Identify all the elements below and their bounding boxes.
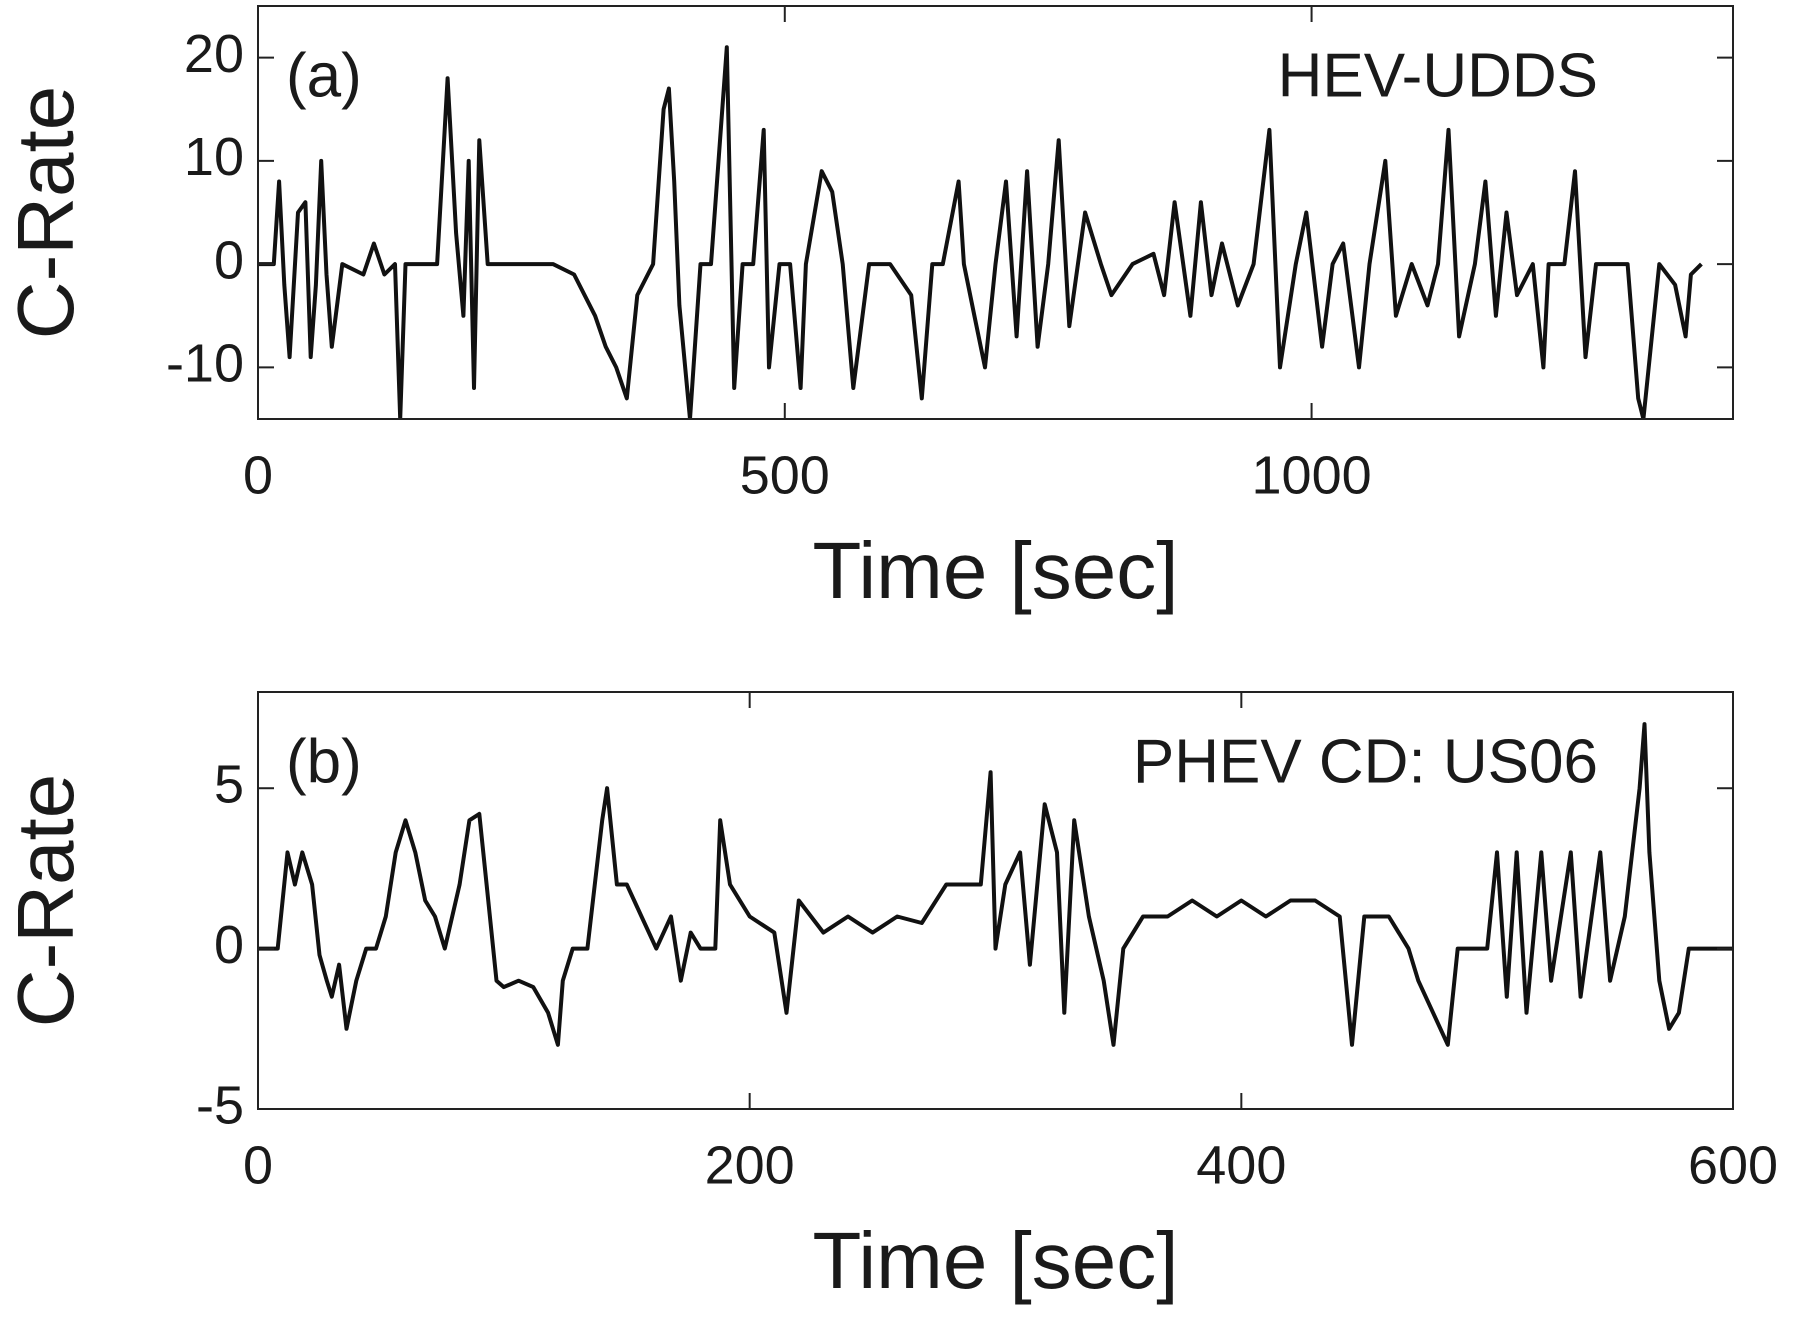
x-tick-label: 1000 (1252, 445, 1372, 505)
y-tick-label: 0 (214, 230, 244, 290)
x-tick-label: 0 (243, 1135, 273, 1195)
data-line (258, 722, 1733, 1047)
y-axis-label: C-Rate (1, 86, 90, 339)
x-tick-label: 500 (740, 445, 830, 505)
y-tick-label: -5 (196, 1075, 244, 1135)
panel-annotation: (b) (286, 727, 362, 796)
x-tick-label: 0 (243, 445, 273, 505)
y-tick-label: -10 (166, 334, 244, 394)
y-axis-label: C-Rate (1, 774, 90, 1027)
x-axis-label: Time [sec] (813, 1216, 1179, 1305)
panel-annotation: (a) (286, 41, 362, 110)
x-tick-label: 600 (1688, 1135, 1778, 1195)
plot-area (258, 722, 1733, 1047)
axes-frame (257, 5, 1734, 420)
x-axis-label: Time [sec] (813, 526, 1179, 615)
data-line (258, 45, 1703, 419)
cycle-label: HEV-UDDS (1278, 41, 1598, 110)
plot-area (258, 45, 1703, 419)
x-tick-label: 400 (1196, 1135, 1286, 1195)
y-tick-label: 10 (184, 127, 244, 187)
y-tick-label: 20 (184, 24, 244, 84)
y-tick-label: 5 (214, 754, 244, 814)
x-tick-label: 200 (705, 1135, 795, 1195)
axes-frame (257, 691, 1734, 1110)
y-tick-label: 0 (214, 915, 244, 975)
cycle-label: PHEV CD: US06 (1133, 727, 1598, 796)
